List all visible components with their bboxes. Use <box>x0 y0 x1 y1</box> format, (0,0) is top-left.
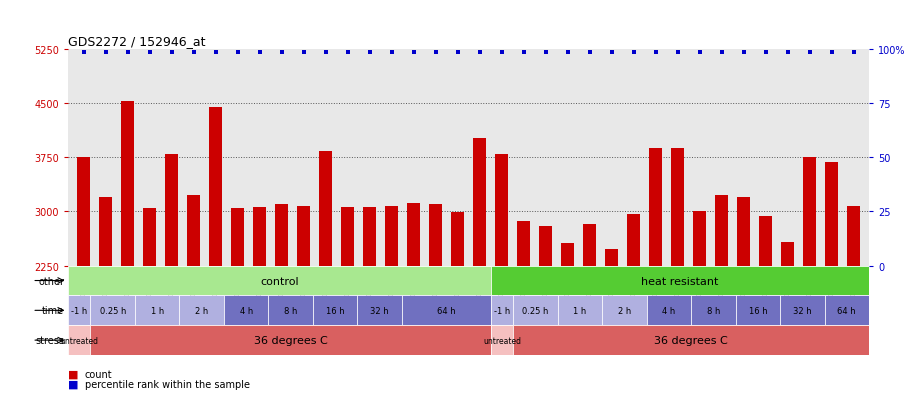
Bar <box>90 325 490 355</box>
Text: percentile rank within the sample: percentile rank within the sample <box>85 379 249 389</box>
Bar <box>803 158 816 266</box>
Bar <box>602 296 647 325</box>
Bar <box>513 325 869 355</box>
Bar <box>253 208 267 266</box>
Bar <box>539 226 552 266</box>
Bar <box>490 325 513 355</box>
Text: 64 h: 64 h <box>437 306 456 315</box>
Bar <box>513 296 558 325</box>
Bar <box>429 205 442 266</box>
Text: ■: ■ <box>68 369 79 379</box>
Text: 1 h: 1 h <box>573 306 587 315</box>
Bar <box>385 206 399 266</box>
Bar <box>68 325 90 355</box>
Text: 36 degrees C: 36 degrees C <box>654 335 728 345</box>
Text: 8 h: 8 h <box>284 306 298 315</box>
Bar <box>627 215 641 266</box>
Text: 32 h: 32 h <box>793 306 812 315</box>
Bar <box>517 221 531 266</box>
Text: heat resistant: heat resistant <box>642 276 719 286</box>
Bar <box>121 102 135 266</box>
Text: 0.25 h: 0.25 h <box>522 306 549 315</box>
Bar <box>407 203 420 266</box>
Bar <box>99 197 112 266</box>
Bar <box>90 296 135 325</box>
Bar <box>224 296 268 325</box>
Bar <box>647 296 691 325</box>
Bar <box>165 154 178 266</box>
Bar <box>68 296 90 325</box>
Bar <box>490 266 869 296</box>
Text: other: other <box>38 276 65 286</box>
Text: 36 degrees C: 36 degrees C <box>254 335 328 345</box>
Bar <box>759 216 773 266</box>
Bar <box>715 196 728 266</box>
Text: 4 h: 4 h <box>662 306 675 315</box>
Text: untreated: untreated <box>483 336 521 345</box>
Bar <box>737 197 750 266</box>
Bar <box>363 208 376 266</box>
Bar <box>473 138 486 266</box>
Text: 64 h: 64 h <box>837 306 856 315</box>
Bar <box>781 242 794 266</box>
Bar <box>490 296 513 325</box>
Text: GDS2272 / 152946_at: GDS2272 / 152946_at <box>68 36 206 48</box>
Bar <box>77 158 90 266</box>
Bar <box>187 196 200 266</box>
Bar <box>649 149 662 266</box>
Bar <box>561 244 574 266</box>
Bar <box>209 107 222 266</box>
Bar <box>358 296 402 325</box>
Text: 16 h: 16 h <box>749 306 767 315</box>
Text: time: time <box>42 306 65 316</box>
Text: 32 h: 32 h <box>370 306 389 315</box>
Bar <box>691 296 735 325</box>
Bar <box>143 208 157 266</box>
Bar <box>341 208 354 266</box>
Bar <box>583 224 596 266</box>
Bar <box>825 163 838 266</box>
Text: 2 h: 2 h <box>618 306 631 315</box>
Bar <box>824 296 869 325</box>
Bar <box>275 205 288 266</box>
Bar <box>671 149 684 266</box>
Bar <box>313 296 358 325</box>
Bar <box>135 296 179 325</box>
Bar <box>231 209 244 266</box>
Bar <box>693 212 706 266</box>
Bar <box>319 152 332 266</box>
Bar <box>68 266 490 296</box>
Bar <box>735 296 780 325</box>
Text: 0.25 h: 0.25 h <box>99 306 126 315</box>
Text: -1 h: -1 h <box>494 306 511 315</box>
Text: 2 h: 2 h <box>195 306 208 315</box>
Bar <box>297 206 310 266</box>
Text: untreated: untreated <box>60 336 98 345</box>
Text: 16 h: 16 h <box>326 306 345 315</box>
Text: 1 h: 1 h <box>150 306 164 315</box>
Bar <box>847 206 860 266</box>
Text: 8 h: 8 h <box>707 306 720 315</box>
Bar <box>495 154 509 266</box>
Text: stress: stress <box>35 335 65 345</box>
Bar <box>179 296 224 325</box>
Text: control: control <box>260 276 298 286</box>
Text: ■: ■ <box>68 379 79 389</box>
Bar <box>605 249 618 266</box>
Text: -1 h: -1 h <box>71 306 87 315</box>
Bar <box>451 213 464 266</box>
Bar <box>558 296 602 325</box>
Bar <box>780 296 824 325</box>
Text: 4 h: 4 h <box>239 306 253 315</box>
Bar <box>268 296 313 325</box>
Text: count: count <box>85 369 112 379</box>
Bar <box>402 296 490 325</box>
